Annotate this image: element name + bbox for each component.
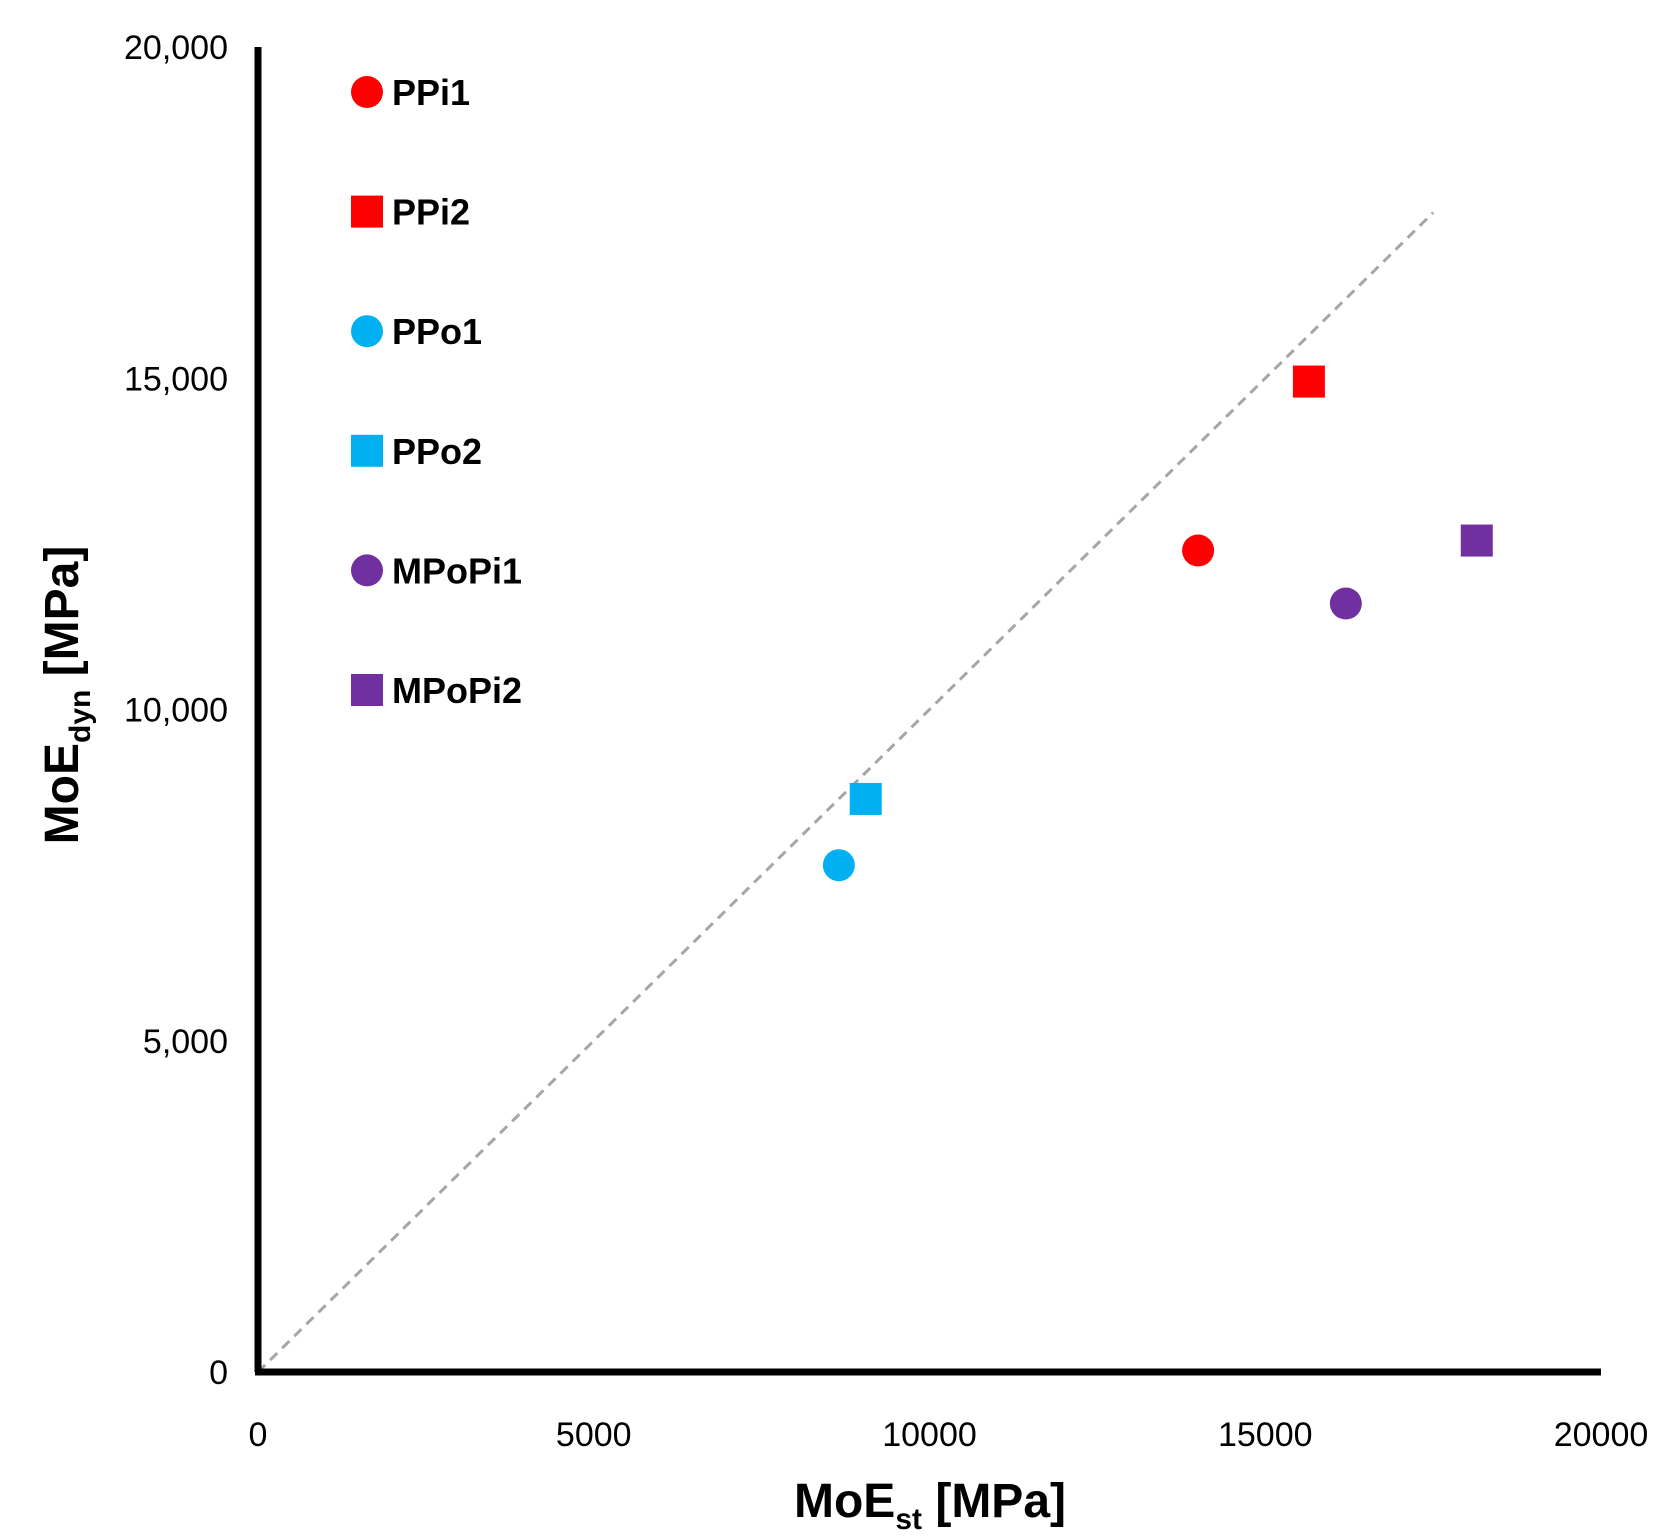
- y-axis-title-main: MoE: [36, 743, 89, 844]
- y-tick-labels: 0 5,000 10,000 15,000 20,000: [124, 29, 228, 1392]
- legend-marker-ppo1: [351, 315, 383, 348]
- data-point-mpopi1: [1329, 587, 1362, 620]
- y-axis-title-unit: [MPa]: [36, 546, 89, 690]
- y-tick-label: 0: [209, 1354, 228, 1392]
- y-tick-label: 5,000: [143, 1023, 228, 1061]
- legend: PPi1 PPi2 PPo1 PPo2 MPoPi1 MPoPi2: [351, 72, 522, 711]
- y-tick-label: 10,000: [124, 692, 228, 730]
- x-tick-label: 15000: [1218, 1416, 1313, 1454]
- legend-marker-mpopi2: [351, 674, 383, 706]
- x-axis-title-unit: [MPa]: [922, 1475, 1066, 1528]
- legend-label-mpopi2: MPoPi2: [392, 670, 522, 711]
- legend-label-ppo2: PPo2: [392, 431, 482, 472]
- x-axis-title: MoEst [MPa]: [794, 1475, 1066, 1536]
- data-point-ppi1: [1182, 534, 1215, 567]
- legend-marker-ppo2: [351, 434, 383, 467]
- legend-marker-ppi2: [351, 195, 383, 228]
- y-tick-label: 20,000: [124, 29, 228, 67]
- legend-label-ppo1: PPo1: [392, 311, 482, 352]
- y-axis-title-sub: dyn: [64, 690, 97, 743]
- x-axis-title-sub: st: [895, 1503, 922, 1536]
- x-tick-label: 20000: [1554, 1416, 1649, 1454]
- reference-line-layer: [256, 211, 1435, 1374]
- x-tick-labels: 0 5000 10000 15000 20000: [249, 1416, 1649, 1454]
- data-point-ppo1: [822, 849, 855, 882]
- data-point-ppo2: [849, 782, 882, 815]
- reference-line: [256, 211, 1435, 1374]
- data-point-ppi2: [1292, 365, 1325, 398]
- data-point-mpopi2: [1460, 524, 1493, 557]
- y-axis-title: MoEdyn [MPa]: [36, 546, 97, 845]
- legend-label-ppi1: PPi1: [392, 72, 470, 113]
- x-tick-label: 5000: [556, 1416, 632, 1454]
- x-axis-title-main: MoE: [794, 1475, 895, 1528]
- data-points: [822, 365, 1493, 882]
- legend-marker-ppi1: [351, 76, 383, 108]
- x-tick-label: 10000: [882, 1416, 977, 1454]
- axes-layer: [254, 47, 1601, 1376]
- legend-label-ppi2: PPi2: [392, 192, 470, 233]
- x-tick-label: 0: [249, 1416, 268, 1454]
- y-tick-label: 15,000: [124, 360, 228, 398]
- legend-label-mpopi1: MPoPi1: [392, 550, 522, 591]
- legend-marker-mpopi1: [351, 554, 383, 587]
